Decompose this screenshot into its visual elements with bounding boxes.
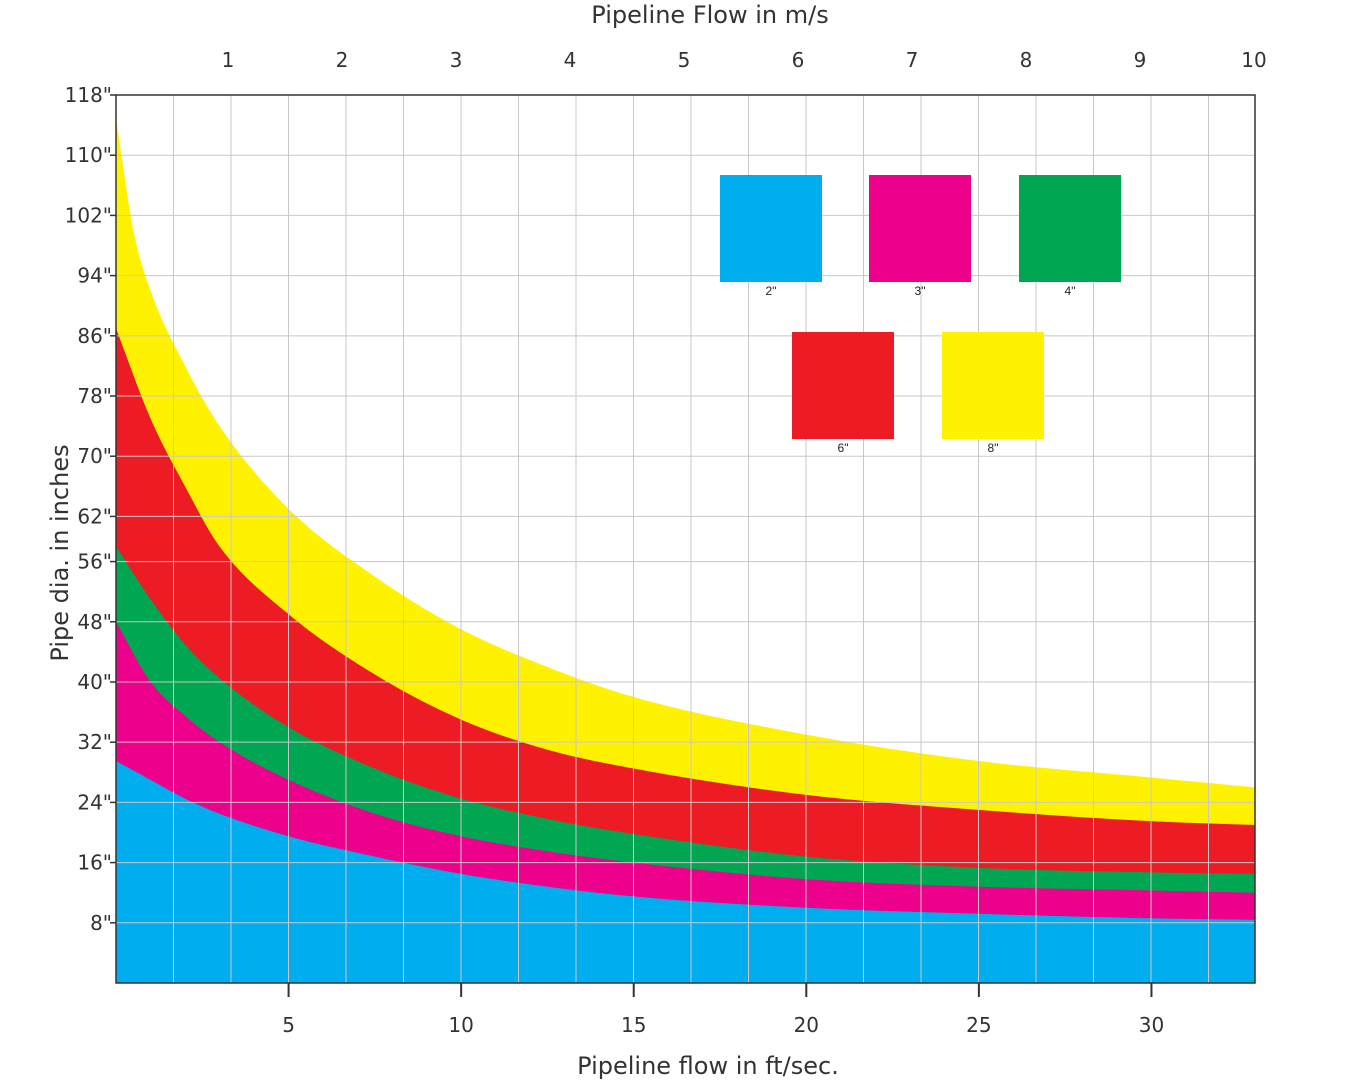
x2-tick-label: 5 [678,48,691,72]
y-tick-label: 40" [77,670,112,694]
x2-axis-title: Pipeline Flow in m/s [591,1,828,29]
y-tick-label: 62" [77,504,112,528]
y-tick-label: 102" [65,203,112,227]
legend-swatch [720,175,822,282]
y-tick-label: 32" [77,730,112,754]
y-tick-label: 56" [77,550,112,574]
x-tick-label: 30 [1139,1013,1164,1037]
y-tick-label: 86" [77,324,112,348]
band-areas [116,117,1255,983]
left-axis-ticks: 8" 16" 24" 32" 40" 48" 56" 62" 70" 78" 86" 94" 102" 1… [65,83,116,935]
area-band-1 [116,761,1255,983]
legend-label: 2" [766,284,777,298]
legend-label: 8" [988,441,999,455]
y-tick-label: 24" [77,790,112,814]
bottom-axis-ticks: 5 10 15 20 25 30 [282,983,1164,1037]
y-tick-label: 70" [77,444,112,468]
plot-frame [115,94,1256,984]
x2-tick-label: 8 [1020,48,1033,72]
y-tick-label: 16" [77,851,112,875]
y-tick-label: 8" [90,911,112,935]
legend-swatch [792,332,894,439]
x2-tick-label: 10 [1241,48,1266,72]
legend-label: 6" [838,441,849,455]
x2-tick-label: 2 [336,48,349,72]
x2-tick-label: 6 [792,48,805,72]
y-tick-label: 94" [77,264,112,288]
x-tick-label: 10 [448,1013,473,1037]
legend: 2" 3" 4" 6" 8" [720,175,1121,455]
y-tick-label: 48" [77,610,112,634]
legend-label: 3" [915,284,926,298]
y-tick-label: 118" [65,83,112,107]
legend-swatch [1019,175,1121,282]
y-tick-label: 110" [65,143,112,167]
y-tick-label: 78" [77,384,112,408]
x-axis-title: Pipeline flow in ft/sec. [577,1052,839,1080]
x2-tick-label: 9 [1134,48,1147,72]
x2-tick-label: 1 [222,48,235,72]
top-axis-ticks: 1 2 3 4 5 6 7 8 9 10 [222,48,1267,72]
legend-swatch [869,175,971,282]
x-tick-label: 15 [621,1013,646,1037]
legend-swatch [942,332,1044,439]
x-tick-label: 5 [282,1013,295,1037]
x2-tick-label: 4 [564,48,577,72]
legend-label: 4" [1065,284,1076,298]
x2-tick-label: 7 [906,48,919,72]
x-tick-label: 20 [794,1013,819,1037]
x-tick-label: 25 [966,1013,991,1037]
x2-tick-label: 3 [450,48,463,72]
y-axis-title: Pipe dia. in inches [46,444,74,661]
